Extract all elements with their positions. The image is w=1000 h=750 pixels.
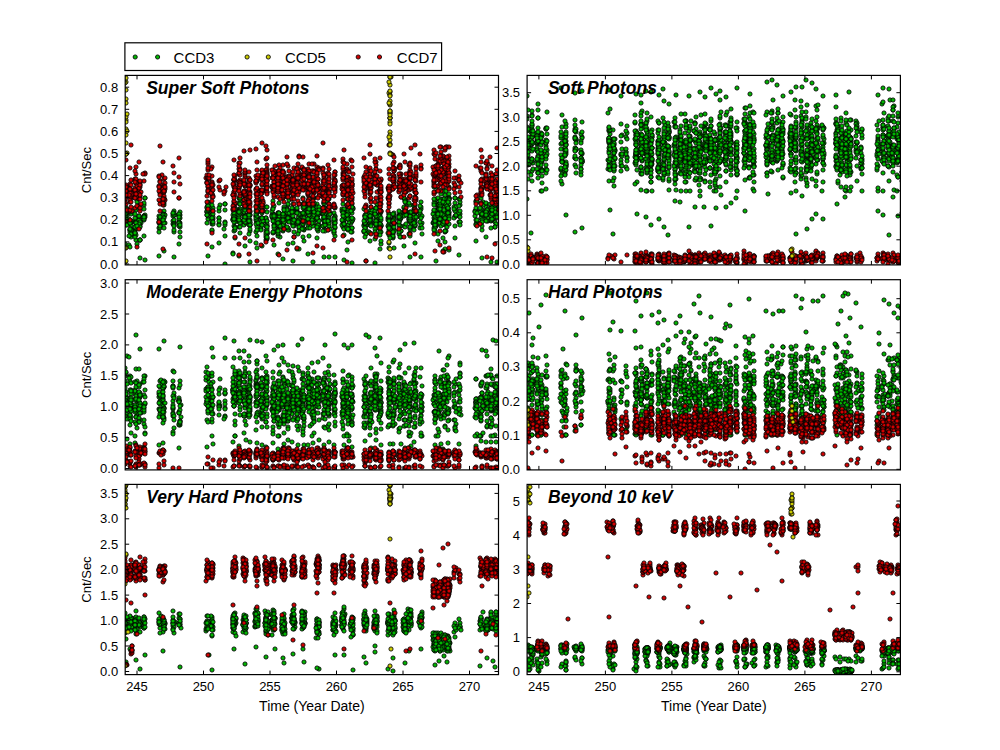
svg-text:0.2: 0.2 (100, 212, 118, 227)
svg-text:245: 245 (126, 679, 148, 694)
svg-text:3.5: 3.5 (502, 85, 520, 100)
svg-text:3.0: 3.0 (502, 110, 520, 125)
svg-text:0.1: 0.1 (100, 234, 118, 249)
svg-text:260: 260 (326, 679, 348, 694)
svg-text:0.3: 0.3 (502, 359, 520, 374)
svg-text:5: 5 (513, 494, 520, 509)
svg-text:0.7: 0.7 (100, 102, 118, 117)
svg-text:0.5: 0.5 (502, 291, 520, 306)
svg-text:0.1: 0.1 (502, 428, 520, 443)
svg-text:Moderate Energy Photons: Moderate Energy Photons (146, 282, 363, 302)
svg-text:270: 270 (861, 679, 883, 694)
svg-text:Soft Photons: Soft Photons (548, 78, 657, 98)
svg-text:Cnt/Sec: Cnt/Sec (79, 556, 94, 603)
svg-text:CCD7: CCD7 (397, 49, 438, 66)
svg-text:0.2: 0.2 (502, 394, 520, 409)
svg-text:CCD5: CCD5 (285, 49, 326, 66)
svg-text:1.0: 1.0 (100, 613, 118, 628)
svg-text:2.5: 2.5 (100, 537, 118, 552)
svg-text:CCD3: CCD3 (174, 49, 215, 66)
svg-text:0.0: 0.0 (100, 257, 118, 272)
svg-text:3.0: 3.0 (100, 276, 118, 291)
svg-text:0.0: 0.0 (100, 461, 118, 476)
svg-text:0.8: 0.8 (100, 80, 118, 95)
svg-text:1: 1 (513, 630, 520, 645)
svg-text:1.5: 1.5 (502, 183, 520, 198)
svg-text:0.5: 0.5 (100, 430, 118, 445)
svg-text:0.5: 0.5 (100, 146, 118, 161)
svg-text:265: 265 (794, 679, 816, 694)
svg-text:255: 255 (661, 679, 683, 694)
svg-text:255: 255 (259, 679, 281, 694)
svg-text:260: 260 (728, 679, 750, 694)
svg-text:2.0: 2.0 (100, 337, 118, 352)
svg-text:0.6: 0.6 (100, 124, 118, 139)
svg-text:3.5: 3.5 (100, 486, 118, 501)
svg-text:Hard Photons: Hard Photons (548, 282, 663, 302)
svg-text:2: 2 (513, 596, 520, 611)
svg-text:250: 250 (595, 679, 617, 694)
svg-text:270: 270 (459, 679, 481, 694)
svg-text:Very Hard Photons: Very Hard Photons (146, 487, 303, 507)
svg-text:0.0: 0.0 (100, 664, 118, 679)
svg-text:2.5: 2.5 (100, 307, 118, 322)
svg-text:0.5: 0.5 (100, 639, 118, 654)
svg-text:0.3: 0.3 (100, 190, 118, 205)
svg-text:Cnt/Sec: Cnt/Sec (79, 146, 94, 193)
svg-text:265: 265 (392, 679, 414, 694)
svg-text:0.4: 0.4 (502, 325, 520, 340)
svg-text:1.0: 1.0 (502, 208, 520, 223)
svg-text:2.0: 2.0 (100, 562, 118, 577)
svg-text:1.5: 1.5 (100, 368, 118, 383)
svg-text:4: 4 (513, 528, 520, 543)
svg-text:245: 245 (528, 679, 550, 694)
svg-text:0.0: 0.0 (502, 462, 520, 477)
svg-text:3: 3 (513, 562, 520, 577)
svg-text:1.0: 1.0 (100, 399, 118, 414)
svg-text:Time (Year Date): Time (Year Date) (259, 698, 365, 714)
svg-text:2.0: 2.0 (502, 159, 520, 174)
svg-text:Beyond 10 keV: Beyond 10 keV (548, 487, 674, 507)
svg-text:Cnt/Sec: Cnt/Sec (79, 351, 94, 398)
svg-text:3.0: 3.0 (100, 511, 118, 526)
svg-text:0.5: 0.5 (502, 232, 520, 247)
svg-text:Super Soft Photons: Super Soft Photons (146, 78, 310, 98)
svg-text:0.0: 0.0 (502, 257, 520, 272)
svg-text:0.4: 0.4 (100, 168, 118, 183)
svg-text:Time (Year Date): Time (Year Date) (661, 698, 767, 714)
svg-text:0: 0 (513, 664, 520, 679)
svg-text:2.5: 2.5 (502, 134, 520, 149)
svg-text:250: 250 (193, 679, 215, 694)
svg-text:1.5: 1.5 (100, 588, 118, 603)
